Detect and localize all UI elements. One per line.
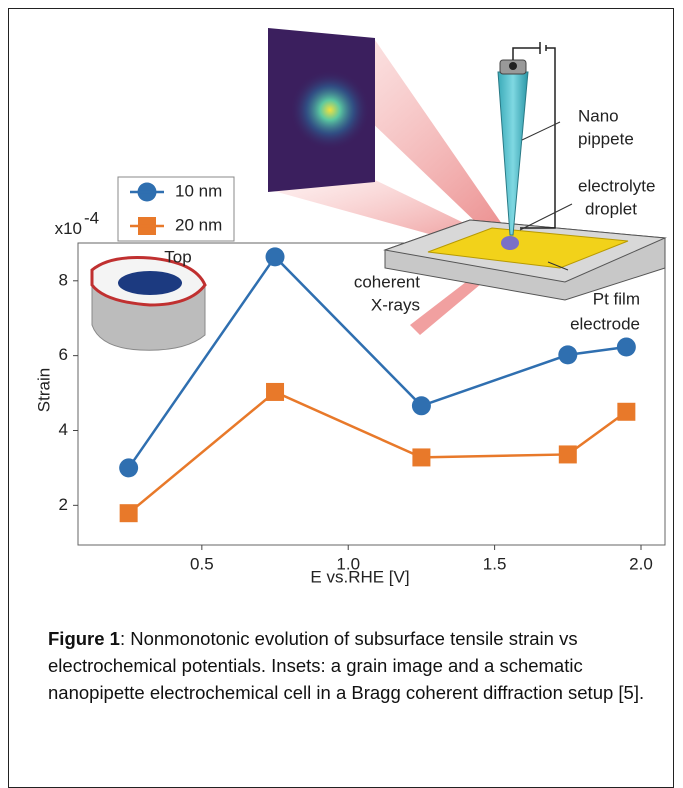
annotation: Nano <box>578 106 619 125</box>
diffraction-speckle <box>290 70 370 150</box>
series-line <box>129 392 627 513</box>
annotation: Pt film <box>593 289 640 308</box>
legend-label: 20 nm <box>175 215 222 234</box>
grain-core <box>118 271 182 295</box>
x-tick-label: 0.5 <box>190 554 214 573</box>
multiplier: x10 <box>55 219 82 238</box>
caption: Figure 1: Nonmonotonic evolution of subs… <box>48 625 658 706</box>
marker <box>617 338 636 357</box>
marker <box>120 504 138 522</box>
x-tick-label: 2.0 <box>629 554 653 573</box>
y-axis-label: Strain <box>34 368 53 412</box>
annotation: droplet <box>585 199 637 218</box>
caption-text: : Nonmonotonic evolution of subsurface t… <box>48 628 644 703</box>
annotation: Top <box>164 247 191 266</box>
marker <box>266 247 285 266</box>
marker <box>617 403 635 421</box>
caption-label: Figure 1 <box>48 628 120 649</box>
marker <box>266 383 284 401</box>
y-tick-label: 2 <box>59 495 68 514</box>
y-tick-label: 8 <box>59 270 68 289</box>
y-tick-label: 4 <box>59 420 68 439</box>
multiplier-base: x10 <box>55 219 82 238</box>
electrode-dot <box>509 62 517 70</box>
annotation: coherent <box>354 272 420 291</box>
marker <box>412 396 431 415</box>
marker <box>558 345 577 364</box>
legend-label: 10 nm <box>175 181 222 200</box>
x-tick-label: 1.0 <box>336 554 360 573</box>
annotation: X-rays <box>371 295 420 314</box>
marker <box>119 458 138 477</box>
y-tick-label: 6 <box>59 345 68 364</box>
marker <box>412 448 430 466</box>
multiplier-exponent: -4 <box>84 208 99 227</box>
annotation: electrode <box>570 314 640 333</box>
annotation: pippete <box>578 129 634 148</box>
annotation: electrolyte <box>578 176 655 195</box>
droplet <box>501 236 519 250</box>
pipette <box>498 72 528 235</box>
x-tick-label: 1.5 <box>483 554 507 573</box>
marker <box>559 445 577 463</box>
